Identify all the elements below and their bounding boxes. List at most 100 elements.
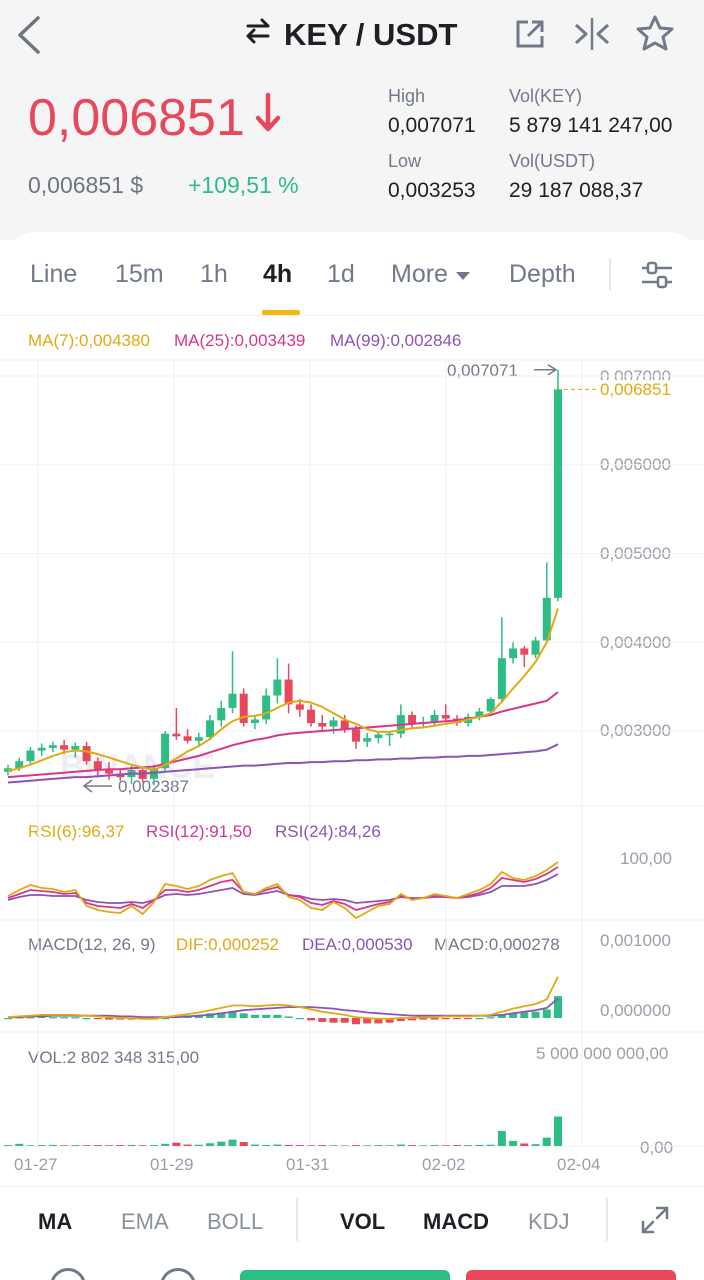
macd-histogram-bar (408, 1018, 417, 1021)
macd-histogram-bar (419, 1018, 428, 1020)
volume-bar (4, 1145, 12, 1146)
macd-histogram-bar (363, 1018, 372, 1024)
volume-bar (419, 1145, 428, 1146)
volume-bar (340, 1145, 349, 1146)
volume-bar (531, 1144, 540, 1146)
candle-body (194, 737, 203, 741)
tab-depth[interactable]: Depth (509, 260, 576, 288)
min-price-marker: 0,002387 (118, 777, 189, 796)
indicator-divider (606, 1197, 608, 1241)
dea-legend: DEA:0,000530 (302, 935, 413, 954)
tab-1h[interactable]: 1h (200, 260, 228, 288)
macd-histogram-bar (239, 1013, 248, 1018)
volume-bar (464, 1145, 473, 1146)
price-down-arrow-icon (253, 88, 283, 148)
indicator-boll[interactable]: BOLL (207, 1209, 264, 1234)
pair-name: KEY / USDT (284, 17, 458, 52)
interval-tabs: Line 15m 1h 4h 1d More Depth (0, 232, 704, 316)
candle-body (60, 745, 69, 750)
candle-body (15, 761, 24, 769)
tab-more[interactable]: More (391, 260, 471, 289)
candle-body (183, 736, 192, 741)
candle-body (161, 733, 170, 769)
share-icon[interactable] (510, 14, 550, 54)
volume-bar (127, 1144, 136, 1146)
fullscreen-icon[interactable] (640, 1205, 670, 1240)
history-icon[interactable] (50, 1268, 86, 1280)
high-label: High (388, 86, 426, 106)
macd-axis-label: 0,001000 (600, 931, 671, 950)
candle-body (239, 693, 248, 724)
indicator-kdj[interactable]: KDJ (528, 1209, 570, 1234)
candle-body (37, 747, 46, 751)
macd-histogram-bar (520, 1012, 529, 1018)
tab-15m[interactable]: 15m (115, 260, 164, 288)
volume-bar (82, 1145, 91, 1146)
macd-histogram-bar (217, 1012, 226, 1018)
tab-line[interactable]: Line (30, 260, 78, 288)
volume-bar (520, 1143, 529, 1146)
volume-bar (273, 1144, 282, 1146)
candle-body (542, 597, 551, 641)
macd-histogram-bar (273, 1014, 282, 1018)
last-price: 0,006851 (28, 88, 283, 148)
candle-body (408, 715, 417, 724)
star-icon[interactable] (635, 14, 675, 54)
current-price-tag: 0,006851 (600, 380, 671, 400)
candle-body (318, 723, 327, 727)
indicator-ema[interactable]: EMA (121, 1209, 169, 1234)
indicator-macd[interactable]: MACD (423, 1209, 489, 1234)
alert-icon[interactable] (160, 1268, 196, 1280)
candle-body (430, 715, 439, 723)
date-label: 01-29 (150, 1155, 194, 1174)
rsi6-legend: RSI(6):96,37 (28, 822, 125, 841)
indicator-ma[interactable]: MA (38, 1209, 73, 1234)
macd-histogram-bar (228, 1011, 237, 1018)
volume-bar (554, 1116, 562, 1146)
macd-histogram-bar (452, 1018, 461, 1020)
macd-histogram-bar (295, 1018, 304, 1020)
vol-quote-value: 29 187 088,37 (509, 179, 644, 202)
back-arrow-icon[interactable] (12, 12, 52, 58)
candle-body (475, 711, 484, 717)
tab-4h[interactable]: 4h (263, 260, 293, 288)
rsi12-line (7, 866, 559, 911)
pair-selector[interactable]: KEY / USDT (244, 14, 457, 56)
tab-1d[interactable]: 1d (327, 260, 355, 288)
macd-histogram-bar (48, 1017, 57, 1019)
kline-chart[interactable]: BINANCE (0, 316, 704, 1186)
sell-button[interactable] (466, 1270, 676, 1280)
volume-bar (15, 1143, 24, 1146)
ma7-legend: MA(7):0,004380 (28, 331, 150, 350)
vol-base-label: Vol(KEY) (509, 86, 583, 106)
macd-histogram-bar (385, 1018, 394, 1023)
volume-bar (183, 1144, 192, 1146)
compare-icon[interactable] (572, 14, 612, 54)
candle-body (374, 734, 383, 739)
volume-bar (497, 1130, 506, 1146)
macd-histogram-bar (374, 1018, 383, 1024)
macd-histogram-bar (284, 1016, 293, 1018)
dif-legend: DIF:0,000252 (176, 935, 280, 954)
rsi24-line (7, 873, 559, 904)
macd-histogram-bar (93, 1018, 102, 1020)
volume-bar (194, 1144, 203, 1146)
volume-bar (161, 1143, 170, 1146)
macd-histogram-bar (71, 1017, 80, 1019)
candle-body (531, 640, 540, 655)
low-label: Low (388, 151, 422, 171)
vol-base-value: 5 879 141 247,00 (509, 114, 673, 137)
tab-more-label: More (391, 260, 448, 288)
volume-bar (396, 1144, 405, 1146)
macd-histogram-bar (554, 996, 562, 1018)
candle-body (295, 704, 304, 710)
buy-button[interactable] (240, 1270, 450, 1280)
indicator-vol[interactable]: VOL (340, 1209, 386, 1234)
chart-settings-icon[interactable] (640, 260, 674, 295)
date-label: 02-02 (422, 1155, 466, 1174)
volume-bar (206, 1143, 215, 1146)
vol-legend: VOL:2 802 348 315,00 (28, 1048, 200, 1067)
volume-bar (475, 1144, 484, 1146)
macd-axis-label: 0,000000 (600, 1001, 671, 1020)
macd-histogram-bar (542, 1009, 551, 1018)
